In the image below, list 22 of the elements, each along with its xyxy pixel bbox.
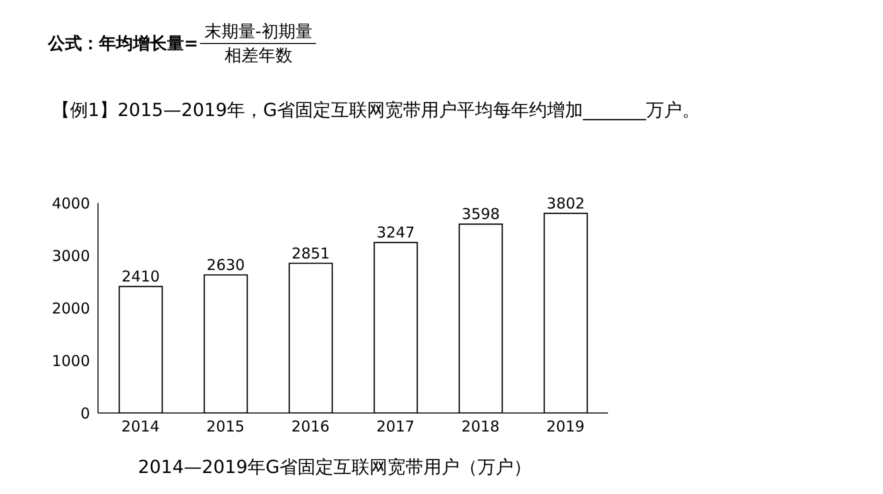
y-tick-label: 1000 [52,352,90,370]
y-tick-label: 4000 [52,194,90,212]
x-tick-label: 2019 [546,418,585,436]
y-tick-label: 2000 [52,299,90,318]
x-tick-label: 2016 [291,418,330,436]
data-label: 2410 [122,267,160,286]
text: 【例1】2015—2019年，G省固定互联网宽带用户平均每年约增加_______万户。 [52,99,700,122]
data-label: 3247 [376,224,415,242]
text: 公式：年均增长量= [48,33,198,55]
text: 相差年数 [224,45,292,67]
x-tick-label: 2018 [461,418,500,436]
x-tick-label: 2015 [206,418,245,436]
text: 末期量-初期量 [200,20,316,44]
data-label: 3598 [462,205,500,224]
y-tick-label: 0 [80,404,90,422]
x-tick-label: 2014 [121,418,160,436]
y-tick-label: 3000 [52,246,90,265]
text: 2014—2019年G省固定互联网宽带用户（万户） [138,456,532,479]
data-label: 2851 [292,244,330,262]
x-tick-label: 2017 [376,418,415,436]
data-label: 2630 [206,256,245,274]
data-label: 3802 [546,194,585,212]
